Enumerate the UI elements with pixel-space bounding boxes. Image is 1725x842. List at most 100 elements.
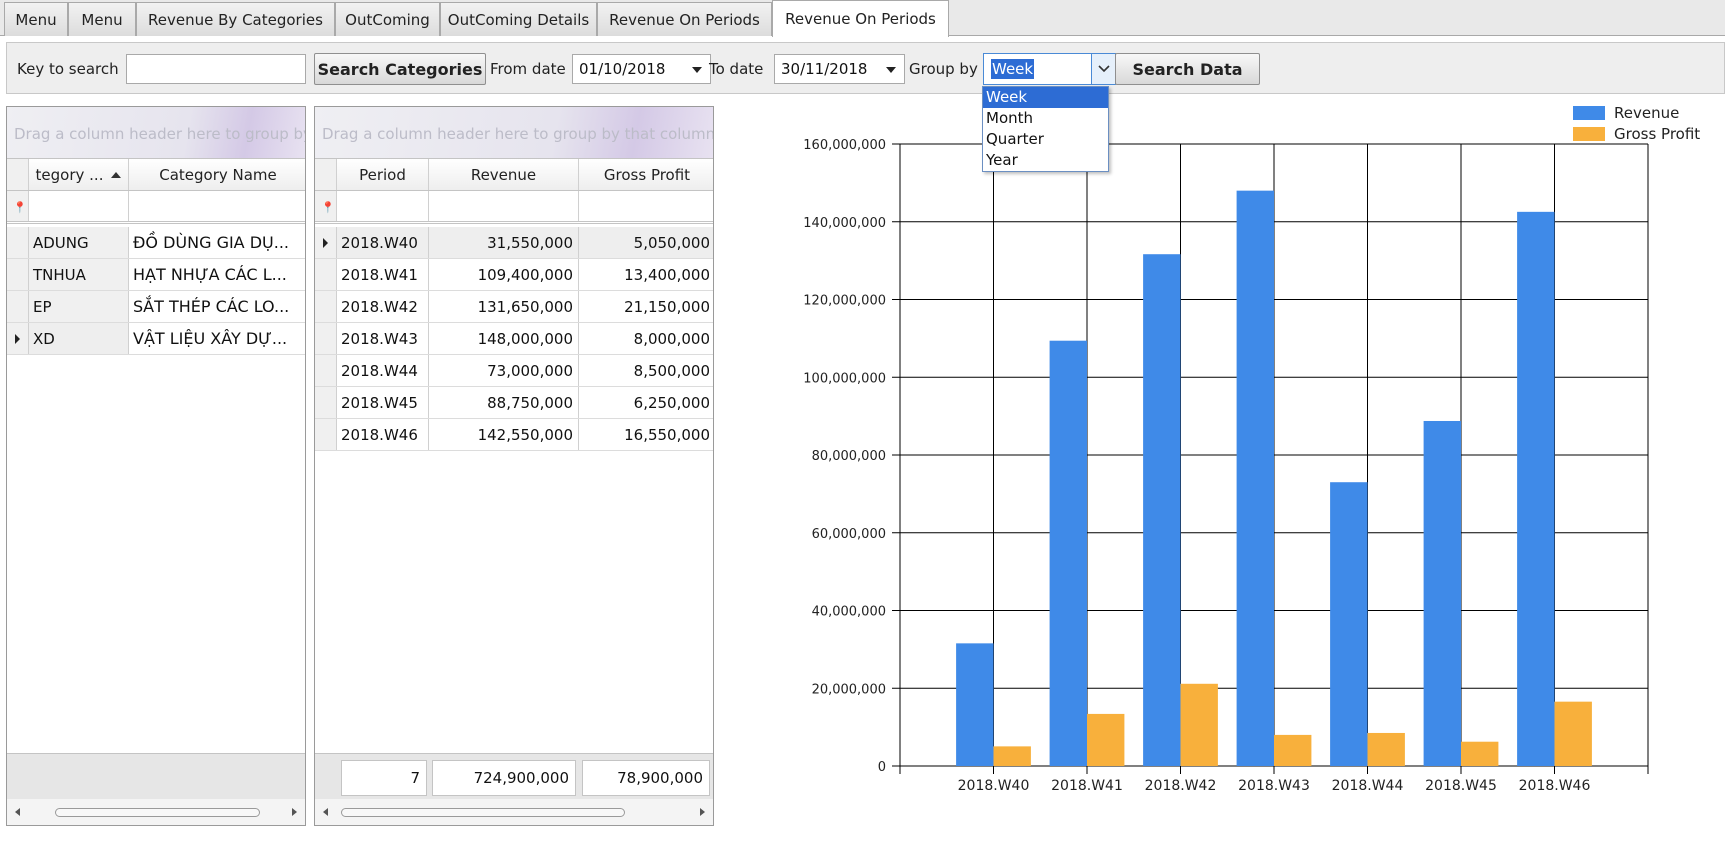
group-panel-hint: Drag a column header here to group by xyxy=(14,125,306,143)
row-indicator xyxy=(315,323,337,354)
group-by-option-quarter[interactable]: Quarter xyxy=(986,130,1044,148)
search-data-button[interactable]: Search Data xyxy=(1115,53,1260,85)
filter-cell-gross-profit[interactable] xyxy=(579,191,713,221)
filter-cell-category-code[interactable] xyxy=(29,191,129,221)
column-header-category-name[interactable]: Category Name xyxy=(129,159,305,190)
tab-menu-1[interactable]: Menu xyxy=(4,2,68,36)
cell-gross-profit: 13,400,000 xyxy=(624,265,710,284)
table-row[interactable]: 2018.W42 131,650,000 21,150,000 xyxy=(315,291,713,323)
y-tick-label: 20,000,000 xyxy=(812,682,886,697)
cell-revenue: 109,400,000 xyxy=(429,259,579,290)
scroll-right-icon[interactable] xyxy=(700,808,705,816)
tab-revenue-on-periods-1[interactable]: Revenue On Periods xyxy=(597,2,772,36)
sort-ascending-icon xyxy=(111,171,122,178)
periods-grid: Drag a column header here to group by th… xyxy=(314,106,714,826)
cell-category-name: HẠT NHỰA CÁC L... xyxy=(133,265,287,284)
key-to-search-label: Key to search xyxy=(17,60,119,78)
cell-gross-profit: 6,250,000 xyxy=(633,393,710,412)
tab-menu-2[interactable]: Menu xyxy=(68,2,136,36)
row-indicator-header xyxy=(315,159,337,190)
tab-outcoming-details[interactable]: OutComing Details xyxy=(440,2,597,36)
y-tick-label: 80,000,000 xyxy=(812,449,886,464)
tab-bar: Menu Menu Revenue By Categories OutComin… xyxy=(0,0,1725,37)
filter-row-indicator: 📍 xyxy=(315,191,337,221)
row-indicator xyxy=(7,227,29,258)
cell-category-code: TNHUA xyxy=(29,259,129,290)
table-row[interactable]: EP SẮT THÉP CÁC LO... xyxy=(7,291,305,323)
table-row[interactable]: ADUNG ĐỒ DÙNG GIA DỤ... xyxy=(7,227,305,259)
table-row[interactable]: 2018.W43 148,000,000 8,000,000 xyxy=(315,323,713,355)
revenue-chart: 0 20,000,000 40,000,000 60,000,000 80,000,00… xyxy=(803,104,1700,794)
group-by-label: Group by xyxy=(909,60,978,78)
cell-revenue: 31,550,000 xyxy=(429,227,579,258)
table-row[interactable]: 2018.W45 88,750,000 6,250,000 xyxy=(315,387,713,419)
cell-revenue: 142,550,000 xyxy=(429,419,579,450)
table-row[interactable]: TNHUA HẠT NHỰA CÁC L... xyxy=(7,259,305,291)
table-row[interactable]: 2018.W46 142,550,000 16,550,000 xyxy=(315,419,713,451)
group-by-dropdown-list: Week Month Quarter Year xyxy=(982,86,1109,172)
horizontal-scrollbar[interactable] xyxy=(7,799,305,825)
filter-cell-revenue[interactable] xyxy=(429,191,579,221)
column-header-gross-profit[interactable]: Gross Profit xyxy=(579,159,713,190)
from-date-value: 01/10/2018 xyxy=(579,60,666,78)
tab-revenue-on-periods-2[interactable]: Revenue On Periods xyxy=(772,0,949,37)
cell-period: 2018.W40 xyxy=(337,227,429,258)
legend-label-revenue: Revenue xyxy=(1614,104,1679,122)
group-by-option-month[interactable]: Month xyxy=(986,109,1034,127)
table-row-focused[interactable]: XD VẬT LIỆU XÂY DỰ... xyxy=(7,323,305,355)
scroll-left-icon[interactable] xyxy=(15,808,20,816)
cell-gross-profit: 5,050,000 xyxy=(633,233,710,252)
footer-count: 7 xyxy=(341,760,427,796)
group-by-panel[interactable]: Drag a column header here to group by th… xyxy=(315,107,713,159)
table-row-focused[interactable]: 2018.W40 31,550,000 5,050,000 xyxy=(315,227,713,259)
gross-profit-bar xyxy=(1554,701,1592,766)
cell-revenue: 73,000,000 xyxy=(429,355,579,386)
column-header-category-code[interactable]: tegory ... xyxy=(29,159,129,190)
x-tick-label: 2018.W42 xyxy=(1145,778,1217,794)
gross-profit-bar xyxy=(1180,683,1218,766)
column-header-period[interactable]: Period xyxy=(337,159,429,190)
from-date-picker[interactable]: 01/10/2018 xyxy=(572,54,711,84)
filter-cell-period[interactable] xyxy=(337,191,429,221)
row-indicator xyxy=(7,323,29,354)
group-by-value: Week xyxy=(991,59,1035,79)
scroll-right-icon[interactable] xyxy=(292,808,297,816)
column-header-revenue[interactable]: Revenue xyxy=(429,159,579,190)
table-row[interactable]: 2018.W41 109,400,000 13,400,000 xyxy=(315,259,713,291)
column-header-label: Gross Profit xyxy=(603,165,691,184)
gross-profit-bar xyxy=(1367,732,1405,766)
chevron-down-icon[interactable] xyxy=(1091,54,1115,84)
grid-header: Period Revenue Gross Profit xyxy=(315,159,713,191)
group-by-option-week[interactable]: Week xyxy=(983,87,1108,108)
revenue-bar xyxy=(1049,340,1087,766)
row-indicator xyxy=(7,291,29,322)
y-tick-label: 40,000,000 xyxy=(812,605,886,620)
cell-period: 2018.W41 xyxy=(337,259,429,290)
legend-swatch-gross-profit xyxy=(1573,127,1605,141)
tab-revenue-by-categories[interactable]: Revenue By Categories xyxy=(136,2,335,36)
table-row[interactable]: 2018.W44 73,000,000 8,500,000 xyxy=(315,355,713,387)
key-search-input[interactable] xyxy=(126,54,306,84)
scrollbar-thumb[interactable] xyxy=(341,808,625,817)
group-by-select[interactable]: Week xyxy=(983,53,1116,85)
group-by-option-year[interactable]: Year xyxy=(986,151,1018,169)
cell-gross-profit: 8,000,000 xyxy=(633,329,710,348)
row-indicator-header xyxy=(7,159,29,190)
cell-revenue: 148,000,000 xyxy=(429,323,579,354)
tab-label: Revenue On Periods xyxy=(609,10,760,29)
cell-period: 2018.W42 xyxy=(337,291,429,322)
to-date-picker[interactable]: 30/11/2018 xyxy=(774,54,905,84)
cell-period: 2018.W44 xyxy=(337,355,429,386)
row-indicator xyxy=(315,227,337,258)
scrollbar-thumb[interactable] xyxy=(55,808,260,817)
search-categories-button[interactable]: Search Categories xyxy=(314,53,486,85)
filter-cell-category-name[interactable] xyxy=(129,191,305,221)
grid-footer: 7 724,900,000 78,900,000 xyxy=(315,753,713,799)
tab-outcoming[interactable]: OutComing xyxy=(335,2,440,36)
horizontal-scrollbar[interactable] xyxy=(315,799,713,825)
tab-label: OutComing Details xyxy=(447,10,590,29)
cell-period: 2018.W43 xyxy=(337,323,429,354)
group-by-panel[interactable]: Drag a column header here to group by xyxy=(7,107,305,159)
y-tick-label: 0 xyxy=(878,760,886,775)
scroll-left-icon[interactable] xyxy=(323,808,328,816)
